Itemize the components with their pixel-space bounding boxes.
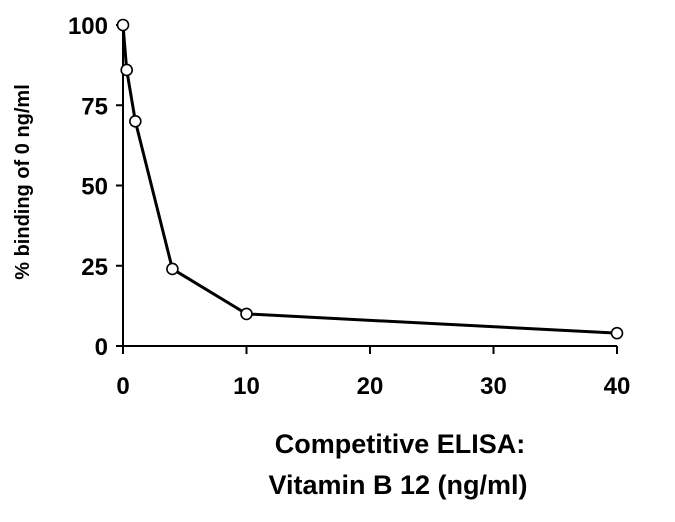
y-ticks: 0 25 50 75 100: [68, 13, 123, 361]
x-tick-label: 30: [480, 373, 507, 400]
x-tick-label: 40: [604, 373, 631, 400]
series-line: [121, 24, 618, 335]
y-tick-label: 75: [81, 93, 108, 120]
y-axis-title: % binding of 0 ng/ml: [12, 84, 34, 280]
y-tick-label: 50: [81, 174, 108, 201]
x-tick-label: 0: [116, 373, 129, 400]
x-axis-title-line-2: Vitamin B 12 (ng/ml): [268, 470, 527, 500]
x-tick-label: 20: [357, 373, 384, 400]
axes: [122, 25, 617, 347]
data-point: [116, 18, 130, 32]
y-tick-label: 100: [68, 13, 108, 40]
y-tick-label: 0: [95, 334, 108, 361]
x-tick-label: 10: [233, 373, 260, 400]
data-point: [166, 262, 179, 276]
data-point: [610, 326, 624, 340]
data-point: [240, 307, 253, 321]
y-tick-label: 25: [81, 254, 108, 281]
x-axis-title-line-1: Competitive ELISA:: [275, 429, 526, 459]
data-point: [129, 115, 142, 128]
x-ticks: 0 10 20 30 40: [116, 346, 630, 400]
data-point: [120, 63, 134, 77]
series: [116, 18, 624, 340]
